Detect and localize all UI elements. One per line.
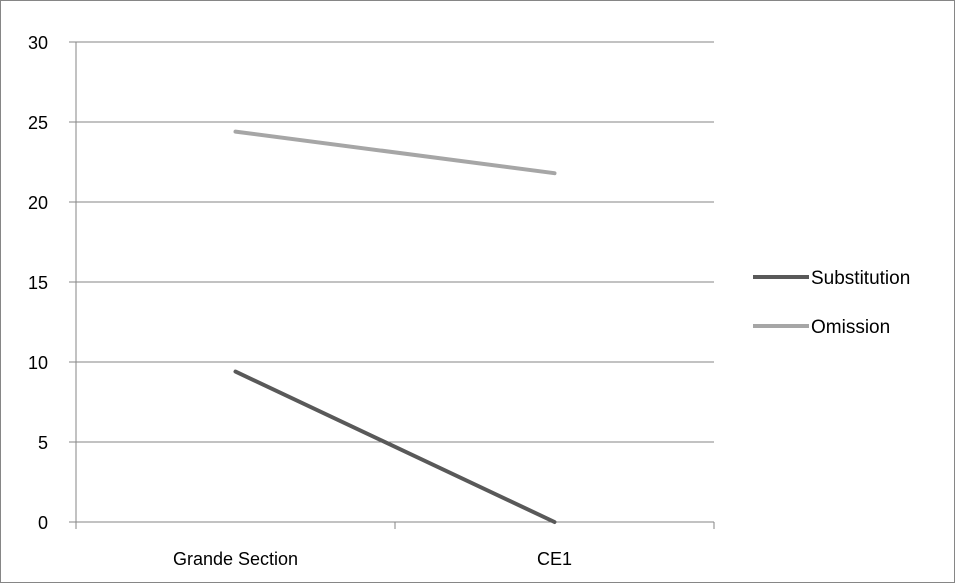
y-tick-label: 25 [28, 113, 48, 133]
series-line-substitution [233, 369, 557, 524]
legend-label-substitution: Substitution [811, 268, 910, 289]
x-tick-label: Grande Section [173, 549, 298, 569]
y-tick-label: 0 [38, 513, 48, 533]
legend: Substitution Omission [753, 268, 910, 338]
y-tick-label: 20 [28, 193, 48, 213]
gridlines [76, 41, 714, 443]
y-tick-label: 15 [28, 273, 48, 293]
axes: 0 5 10 15 20 25 30 Grande Section CE1 [28, 33, 715, 569]
series-lines [233, 129, 557, 524]
x-tick-label: CE1 [537, 549, 572, 569]
legend-label-omission: Omission [811, 317, 890, 338]
y-tick-label: 5 [38, 433, 48, 453]
y-tick-label: 10 [28, 353, 48, 373]
series-line-omission [233, 129, 557, 176]
y-tick-label: 30 [28, 33, 48, 53]
